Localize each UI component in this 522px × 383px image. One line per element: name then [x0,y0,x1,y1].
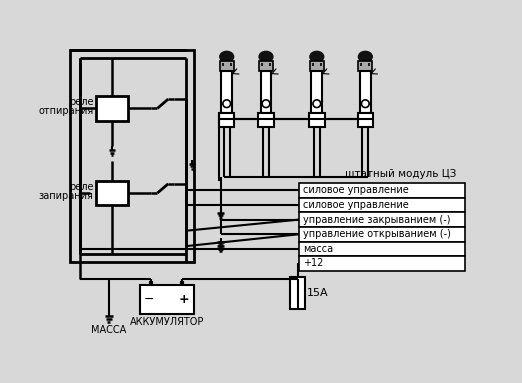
Circle shape [313,100,321,108]
Text: +12: +12 [303,259,323,268]
Bar [360,70,371,113]
Text: +: + [179,293,189,306]
Bar [312,70,322,113]
Bar [299,227,466,242]
Bar [299,212,466,227]
Text: управление закрыванием (-): управление закрыванием (-) [303,214,450,224]
Bar [221,70,232,113]
Circle shape [361,100,369,108]
Circle shape [223,100,231,108]
Bar [290,277,305,309]
Text: штатный модуль ЦЗ: штатный модуль ЦЗ [345,169,457,179]
Text: управление открыванием (-): управление открыванием (-) [303,229,451,239]
Text: силовое управление: силовое управление [303,200,409,210]
Bar [299,183,466,198]
Text: отпирания: отпирания [38,106,93,116]
Circle shape [262,100,270,108]
Bar [258,113,274,127]
Ellipse shape [259,51,273,62]
Ellipse shape [310,51,324,62]
Text: МАССА: МАССА [91,326,126,336]
Ellipse shape [359,51,372,62]
Text: 15А: 15А [307,288,328,298]
Bar [220,61,234,70]
Text: −: − [144,293,154,306]
Bar [259,61,273,70]
Text: реле: реле [69,182,93,192]
Bar [219,113,234,127]
Bar [299,256,466,271]
Bar [96,181,128,205]
Text: силовое управление: силовое управление [303,185,409,195]
Bar [140,285,194,314]
Bar [359,61,372,70]
Bar [299,242,466,256]
Ellipse shape [220,51,234,62]
Bar [309,113,325,127]
Text: реле: реле [69,97,93,107]
Text: АККУМУЛЯТОР: АККУМУЛЯТОР [129,317,204,327]
Bar [96,96,128,121]
Bar [310,61,324,70]
Text: масса: масса [303,244,333,254]
Bar [260,70,271,113]
Text: запирания: запирания [39,191,93,201]
Bar [70,50,194,262]
Bar [299,198,466,212]
Bar [358,113,373,127]
